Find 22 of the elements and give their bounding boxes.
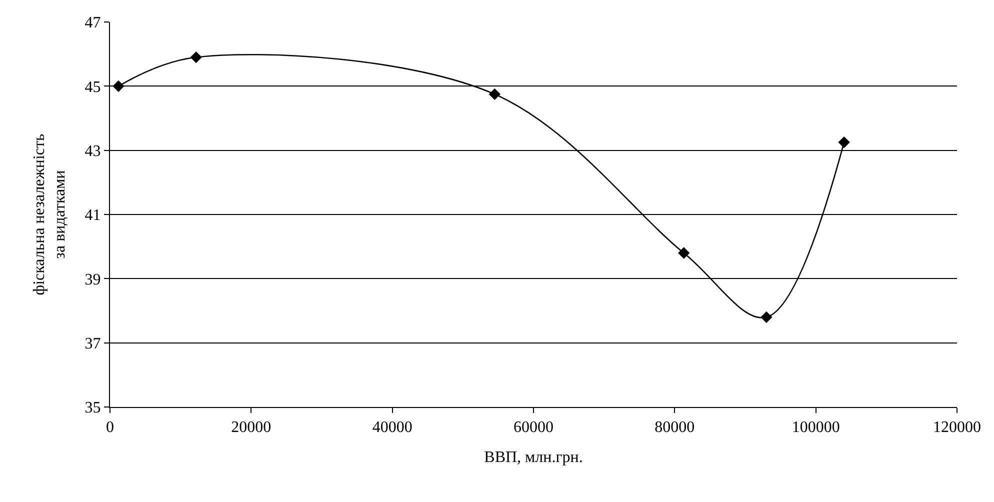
point: [678, 247, 690, 259]
y-tick-label: 39: [84, 271, 101, 288]
y-tick-label: 37: [84, 335, 101, 352]
x-axis-title: ВВП, млн.грн.: [484, 448, 583, 466]
point: [190, 51, 202, 64]
y-tick-label: 43: [84, 142, 101, 160]
y-axis-title: фіскальна незалежність за видатками: [30, 134, 69, 296]
y-tick-label: 35: [84, 400, 101, 417]
x-tick-label: 100000: [792, 419, 840, 436]
x-tick-label: 60000: [514, 419, 554, 436]
point: [838, 136, 850, 148]
point: [112, 80, 124, 92]
x-tick-label: 80000: [654, 419, 695, 436]
y-tick-label: 41: [84, 207, 101, 224]
x-tick-label: 40000: [372, 419, 412, 436]
y-tick-label: 47: [84, 14, 101, 32]
point: [488, 88, 501, 100]
point: [760, 311, 772, 324]
x-tick-label: 20000: [231, 419, 272, 436]
x-tick-label: 0: [106, 419, 114, 436]
y-tick-label: 45: [84, 78, 101, 96]
x-tick-label: 120000: [933, 419, 981, 436]
